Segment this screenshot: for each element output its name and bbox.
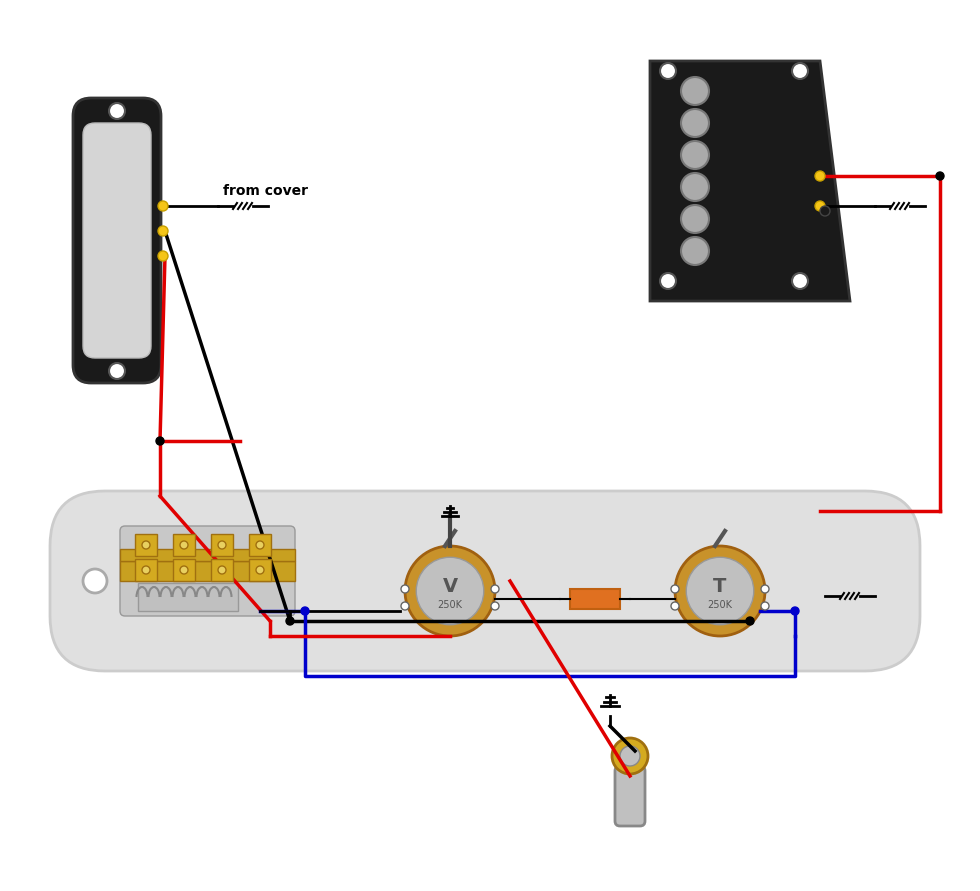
Circle shape <box>158 251 168 261</box>
Bar <box>211 534 233 556</box>
Circle shape <box>142 541 150 549</box>
Bar <box>138 583 238 611</box>
Text: 250K: 250K <box>437 600 463 610</box>
Circle shape <box>761 602 769 610</box>
Bar <box>211 559 233 581</box>
Circle shape <box>620 746 640 766</box>
Circle shape <box>761 585 769 593</box>
Circle shape <box>109 363 125 379</box>
Bar <box>249 559 271 581</box>
Circle shape <box>491 602 499 610</box>
Bar <box>173 559 195 581</box>
Circle shape <box>671 602 679 610</box>
Bar <box>570 589 620 609</box>
FancyBboxPatch shape <box>83 123 151 358</box>
Circle shape <box>660 63 676 79</box>
FancyBboxPatch shape <box>73 98 161 383</box>
Bar <box>135 559 157 581</box>
Circle shape <box>405 546 495 636</box>
Text: T: T <box>713 577 727 596</box>
Circle shape <box>792 63 808 79</box>
FancyBboxPatch shape <box>615 766 645 826</box>
Circle shape <box>660 273 676 289</box>
Bar <box>135 534 157 556</box>
Circle shape <box>416 557 484 625</box>
Circle shape <box>671 585 679 593</box>
Circle shape <box>681 205 709 233</box>
Circle shape <box>401 585 409 593</box>
Circle shape <box>156 437 164 445</box>
Text: 250K: 250K <box>708 600 732 610</box>
Circle shape <box>218 566 226 574</box>
Circle shape <box>675 546 765 636</box>
Circle shape <box>681 141 709 169</box>
FancyBboxPatch shape <box>50 491 920 671</box>
Circle shape <box>180 541 188 549</box>
Circle shape <box>218 541 226 549</box>
Circle shape <box>681 77 709 105</box>
FancyBboxPatch shape <box>120 526 295 616</box>
Text: V: V <box>442 577 458 596</box>
Circle shape <box>158 226 168 236</box>
Circle shape <box>820 206 830 216</box>
Circle shape <box>936 172 944 180</box>
Circle shape <box>815 171 825 181</box>
Circle shape <box>109 103 125 119</box>
Circle shape <box>681 109 709 137</box>
Polygon shape <box>650 61 850 301</box>
Circle shape <box>301 607 309 615</box>
Text: from cover: from cover <box>223 184 308 198</box>
Circle shape <box>815 201 825 211</box>
Circle shape <box>612 738 648 774</box>
Circle shape <box>681 237 709 265</box>
Circle shape <box>686 557 754 625</box>
Circle shape <box>792 273 808 289</box>
Circle shape <box>401 602 409 610</box>
Circle shape <box>256 541 264 549</box>
Bar <box>249 534 271 556</box>
Circle shape <box>256 566 264 574</box>
Circle shape <box>681 173 709 201</box>
Bar <box>120 561 295 581</box>
Circle shape <box>286 617 294 625</box>
Bar <box>173 534 195 556</box>
Circle shape <box>491 585 499 593</box>
Circle shape <box>142 566 150 574</box>
Circle shape <box>158 201 168 211</box>
Circle shape <box>180 566 188 574</box>
Circle shape <box>791 607 799 615</box>
Bar <box>120 549 295 561</box>
Circle shape <box>746 617 754 625</box>
Circle shape <box>83 569 107 593</box>
